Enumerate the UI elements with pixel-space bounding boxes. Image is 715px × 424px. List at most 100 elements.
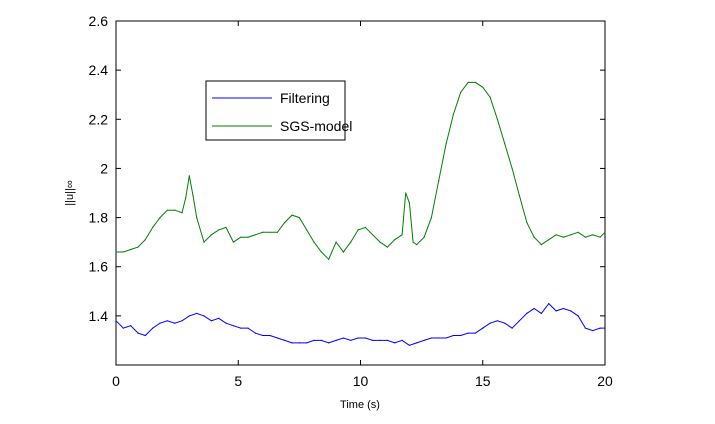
data-point-filtering — [298, 342, 300, 344]
data-point-sgs-model — [533, 236, 535, 238]
data-point-sgs-model — [313, 241, 315, 243]
data-point-filtering — [291, 342, 293, 344]
data-point-sgs-model — [192, 194, 194, 197]
data-point-sgs-model — [240, 236, 242, 238]
data-point-filtering — [196, 312, 198, 314]
data-point-filtering — [130, 325, 132, 327]
data-point-filtering — [438, 337, 440, 339]
data-point-sgs-model — [386, 246, 388, 248]
data-point-sgs-model — [254, 234, 256, 236]
data-point-sgs-model — [320, 251, 322, 253]
data-point-sgs-model — [570, 234, 572, 236]
data-point-filtering — [416, 342, 418, 344]
data-point-sgs-model — [335, 241, 337, 243]
data-point-sgs-model — [342, 251, 344, 253]
data-point-filtering — [357, 337, 359, 339]
data-point-filtering — [526, 312, 528, 314]
y-tick-label: 1.6 — [89, 259, 109, 275]
data-point-sgs-model — [144, 239, 146, 241]
data-point-filtering — [225, 322, 227, 324]
data-point-sgs-model — [364, 226, 366, 228]
x-tick-label: 0 — [112, 373, 120, 389]
data-point-filtering — [555, 310, 557, 312]
x-tick-label: 15 — [475, 373, 491, 389]
data-point-sgs-model — [504, 143, 506, 145]
data-point-sgs-model — [526, 221, 528, 224]
data-point-filtering — [328, 342, 330, 344]
data-point-filtering — [482, 327, 484, 329]
x-tick-label: 10 — [353, 373, 369, 389]
data-point-sgs-model — [518, 194, 521, 197]
data-point-filtering — [460, 334, 462, 337]
data-point-sgs-model — [405, 192, 407, 194]
data-point-filtering — [210, 320, 212, 322]
y-tick-label: 2.6 — [89, 13, 109, 29]
data-point-sgs-model — [185, 197, 187, 199]
data-point-sgs-model — [276, 231, 278, 233]
data-point-sgs-model — [203, 241, 205, 243]
data-point-sgs-model — [174, 209, 176, 211]
data-point-sgs-model — [225, 226, 227, 228]
data-point-sgs-model — [262, 231, 264, 233]
data-point-filtering — [604, 327, 606, 329]
series-lines — [115, 81, 606, 346]
data-point-filtering — [313, 339, 315, 341]
data-point-filtering — [599, 327, 601, 329]
data-point-sgs-model — [401, 234, 403, 236]
x-axis-title: Time (s) — [340, 399, 380, 411]
data-point-filtering — [350, 339, 352, 341]
data-point-sgs-model — [555, 234, 557, 236]
data-point-filtering — [218, 317, 220, 319]
data-point-sgs-model — [452, 113, 454, 115]
data-point-sgs-model — [467, 81, 469, 83]
plot-area — [115, 20, 606, 366]
data-point-sgs-model — [306, 229, 308, 231]
data-point-filtering — [240, 327, 242, 329]
data-point-sgs-model — [210, 234, 212, 236]
data-point-filtering — [511, 327, 513, 329]
x-tick-label: 20 — [597, 373, 613, 389]
data-point-filtering — [232, 325, 234, 327]
data-point-filtering — [540, 312, 543, 314]
y-tick-label: 2.4 — [89, 62, 109, 78]
data-point-sgs-model — [284, 221, 286, 224]
series-line-sgs-model — [116, 81, 606, 261]
data-point-filtering — [518, 320, 521, 322]
data-point-sgs-model — [562, 236, 565, 238]
data-point-filtering — [320, 339, 322, 341]
data-point-sgs-model — [592, 234, 594, 236]
data-point-sgs-model — [328, 258, 330, 260]
data-point-filtering — [467, 332, 469, 334]
data-point-sgs-model — [372, 234, 374, 236]
legend-box — [205, 80, 346, 141]
legend: Filtering SGS-model — [205, 80, 352, 141]
series-line-filtering — [115, 302, 605, 346]
data-point-sgs-model — [159, 217, 161, 219]
data-point-filtering — [276, 337, 278, 339]
y-tick-label: 2 — [100, 160, 108, 176]
data-point-sgs-model — [423, 236, 425, 238]
data-point-filtering — [584, 327, 587, 329]
data-point-sgs-model — [350, 241, 352, 243]
data-point-filtering — [452, 334, 454, 337]
data-point-filtering — [159, 322, 161, 324]
data-point-filtering — [137, 332, 139, 334]
data-point-sgs-model — [394, 239, 396, 241]
data-point-filtering — [401, 339, 403, 341]
data-point-sgs-model — [218, 229, 220, 231]
data-point-filtering — [188, 315, 190, 317]
data-point-filtering — [548, 303, 550, 305]
data-point-filtering — [533, 307, 535, 310]
y-tick-label: 1.4 — [89, 308, 109, 324]
data-point-filtering — [379, 339, 381, 341]
data-point-filtering — [284, 339, 286, 341]
data-point-sgs-model — [430, 217, 432, 219]
data-point-sgs-model — [460, 91, 462, 93]
data-point-sgs-model — [474, 81, 476, 83]
data-point-sgs-model — [482, 86, 484, 88]
data-point-sgs-model — [496, 118, 498, 120]
data-point-sgs-model — [412, 241, 414, 243]
data-point-sgs-model — [438, 180, 440, 182]
data-point-filtering — [372, 339, 374, 341]
